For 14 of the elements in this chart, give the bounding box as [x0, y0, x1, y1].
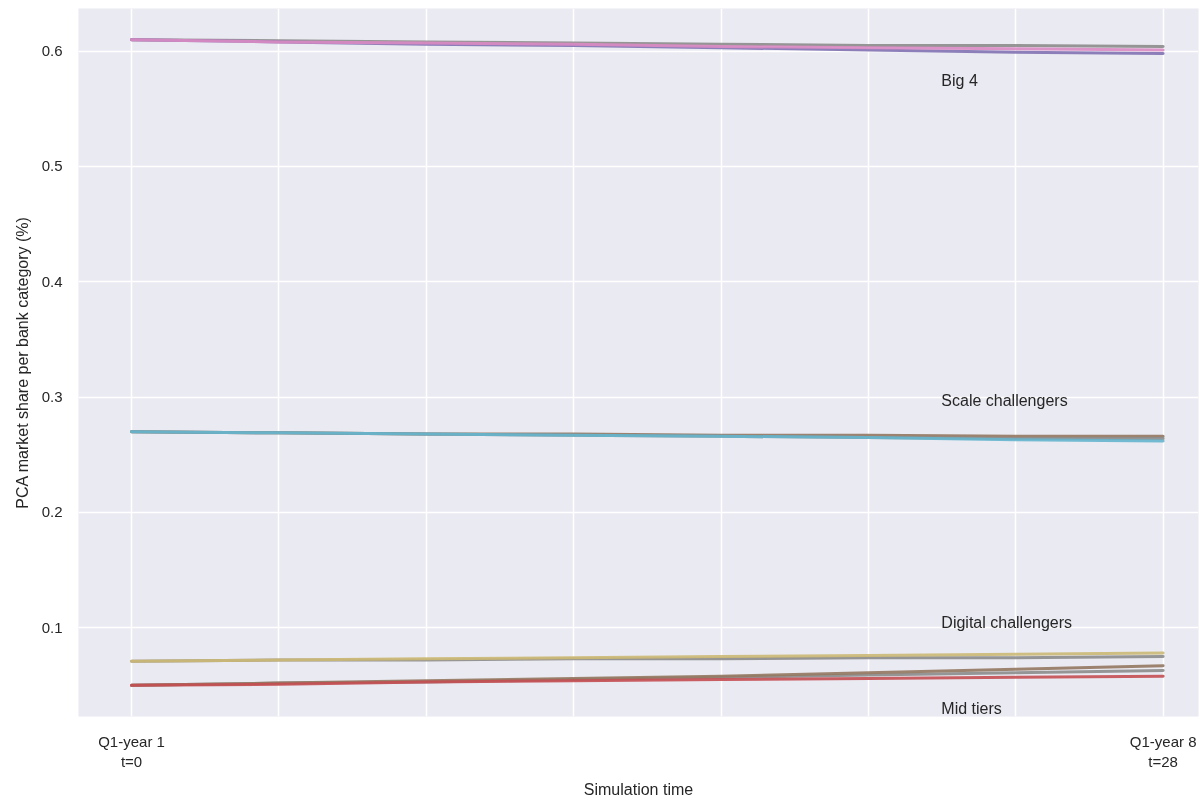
y-tick-label: 0.3 [41, 388, 63, 406]
x-axis-title: Simulation time [583, 780, 694, 798]
y-tick-label: 0.4 [41, 272, 63, 290]
y-tick-label: 0.5 [41, 157, 63, 175]
series-label: Mid tiers [941, 700, 1002, 718]
y-axis-title: PCA market share per bank category (%) [13, 217, 31, 509]
series-label: Big 4 [941, 71, 978, 89]
y-tick-label: 0.6 [41, 42, 63, 60]
y-tick-label: 0.1 [41, 618, 63, 636]
x-tick-label: Q1-year 8 t=28 [1129, 732, 1197, 770]
x-tick-label: Q1-year 1 t=0 [98, 732, 165, 770]
series-label: Scale challengers [941, 392, 1068, 410]
y-tick-label: 0.2 [41, 503, 63, 521]
series-label: Digital challengers [941, 614, 1073, 632]
